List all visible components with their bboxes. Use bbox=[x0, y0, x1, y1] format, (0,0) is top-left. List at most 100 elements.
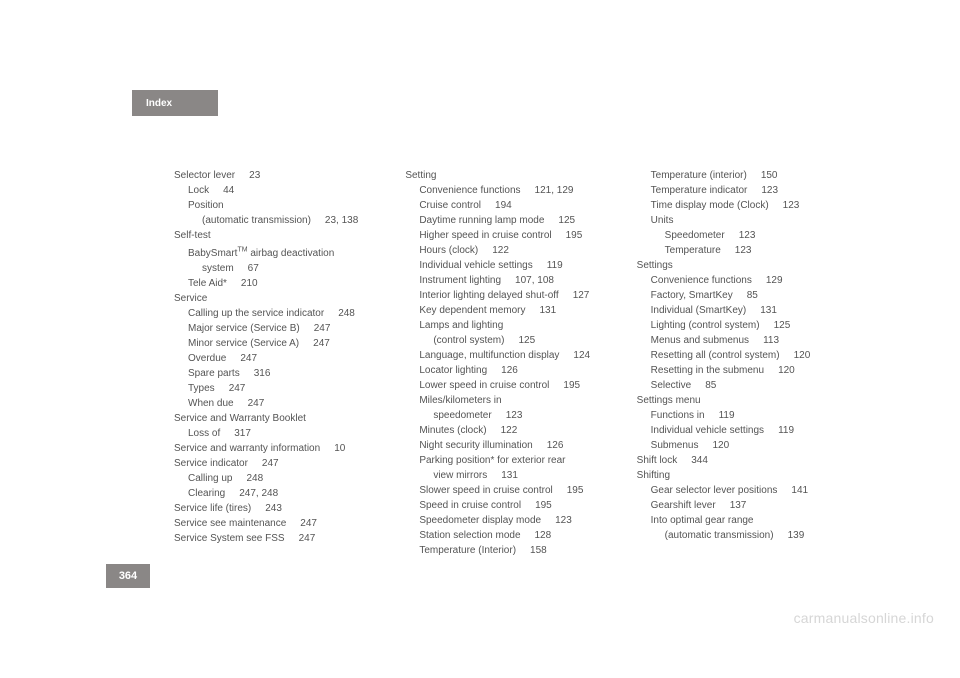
index-term: Minor service (Service A) bbox=[188, 338, 299, 349]
index-term: Calling up the service indicator bbox=[188, 308, 324, 319]
index-entry: Convenience functions121, 129 bbox=[405, 183, 612, 198]
index-page-ref: 119 bbox=[705, 410, 735, 421]
index-term: Shift lock bbox=[637, 455, 678, 466]
index-term: Types bbox=[188, 383, 215, 394]
index-entry: Temperature indicator123 bbox=[637, 183, 844, 198]
index-entry: Instrument lighting107, 108 bbox=[405, 273, 612, 288]
index-page-ref: 344 bbox=[677, 455, 708, 466]
index-entry: Service indicator247 bbox=[174, 456, 381, 471]
index-page-ref: 120 bbox=[780, 350, 811, 361]
index-term: Lower speed in cruise control bbox=[419, 380, 549, 391]
index-page-ref: 195 bbox=[553, 485, 584, 496]
index-page-ref: 123 bbox=[769, 200, 800, 211]
index-term: Selective bbox=[651, 380, 692, 391]
index-term: Gearshift lever bbox=[651, 500, 716, 511]
index-term: (automatic transmission) bbox=[665, 530, 774, 541]
index-term: Loss of bbox=[188, 428, 220, 439]
index-entry: Types247 bbox=[174, 381, 381, 396]
index-term: Minutes (clock) bbox=[419, 425, 486, 436]
index-page-ref: 123 bbox=[492, 410, 523, 421]
index-page-ref: 247 bbox=[226, 353, 257, 364]
index-entry: Temperature123 bbox=[637, 243, 844, 258]
index-entry: Higher speed in cruise control195 bbox=[405, 228, 612, 243]
index-entry: Lower speed in cruise control195 bbox=[405, 378, 612, 393]
index-term: Functions in bbox=[651, 410, 705, 421]
index-entry: Service bbox=[174, 291, 381, 306]
index-entry: When due247 bbox=[174, 396, 381, 411]
index-page-ref: 120 bbox=[698, 440, 729, 451]
index-page-ref: 131 bbox=[526, 305, 557, 316]
index-term: Lighting (control system) bbox=[651, 320, 760, 331]
index-entry: Daytime running lamp mode125 bbox=[405, 213, 612, 228]
index-term: Settings menu bbox=[637, 395, 701, 406]
index-entry: Temperature (interior)150 bbox=[637, 168, 844, 183]
index-page-ref: 128 bbox=[521, 530, 552, 541]
index-entry: Resetting in the submenu120 bbox=[637, 363, 844, 378]
index-page-ref: 67 bbox=[234, 263, 259, 274]
page-number: 364 bbox=[119, 570, 137, 582]
index-term: Language, multifunction display bbox=[419, 350, 559, 361]
index-entry: Selective85 bbox=[637, 378, 844, 393]
index-page-ref: 127 bbox=[559, 290, 590, 301]
index-term: Locator lighting bbox=[419, 365, 487, 376]
index-entry: Night security illumination126 bbox=[405, 438, 612, 453]
index-term: Calling up bbox=[188, 473, 232, 484]
index-page-ref: 125 bbox=[544, 215, 575, 226]
index-page-ref: 248 bbox=[232, 473, 263, 484]
index-entry: Calling up248 bbox=[174, 471, 381, 486]
index-term: Service and Warranty Booklet bbox=[174, 413, 306, 424]
index-term: Service see maintenance bbox=[174, 518, 286, 529]
index-entry: Speedometer123 bbox=[637, 228, 844, 243]
index-term: Individual vehicle settings bbox=[419, 260, 532, 271]
index-entry: Minutes (clock)122 bbox=[405, 423, 612, 438]
index-term: Service life (tires) bbox=[174, 503, 251, 514]
index-page-ref: 247 bbox=[299, 338, 330, 349]
index-term: Factory, SmartKey bbox=[651, 290, 733, 301]
index-entry: Service life (tires)243 bbox=[174, 501, 381, 516]
index-term: Temperature (Interior) bbox=[419, 545, 516, 556]
index-term: Overdue bbox=[188, 353, 226, 364]
index-page-ref: 122 bbox=[487, 425, 518, 436]
index-entry: Language, multifunction display124 bbox=[405, 348, 612, 363]
index-entry: Gearshift lever137 bbox=[637, 498, 844, 513]
index-term: Clearing bbox=[188, 488, 225, 499]
index-entry: Lamps and lighting bbox=[405, 318, 612, 333]
index-entry: Convenience functions129 bbox=[637, 273, 844, 288]
index-term: system bbox=[202, 263, 234, 274]
index-entry: Overdue247 bbox=[174, 351, 381, 366]
index-page-ref: 23, 138 bbox=[311, 215, 358, 226]
index-column-3: Temperature (interior)150Temperature ind… bbox=[637, 168, 844, 558]
index-term: Setting bbox=[405, 170, 436, 181]
index-term: Service bbox=[174, 293, 207, 304]
index-entry: Miles/kilometers in bbox=[405, 393, 612, 408]
index-entry: Lighting (control system)125 bbox=[637, 318, 844, 333]
index-entry: Functions in119 bbox=[637, 408, 844, 423]
index-term: Lamps and lighting bbox=[419, 320, 503, 331]
index-entry: BabySmartTM airbag deactivation bbox=[174, 243, 381, 261]
index-entry: Time display mode (Clock)123 bbox=[637, 198, 844, 213]
index-page-ref: 44 bbox=[209, 185, 234, 196]
index-page-ref: 126 bbox=[487, 365, 518, 376]
index-term: Speed in cruise control bbox=[419, 500, 521, 511]
index-term: Submenus bbox=[651, 440, 699, 451]
index-column-1: Selector lever23Lock44Position(automatic… bbox=[174, 168, 381, 558]
index-page-ref: 131 bbox=[746, 305, 777, 316]
index-page-ref: 123 bbox=[747, 185, 778, 196]
index-term: Shifting bbox=[637, 470, 670, 481]
index-term: Time display mode (Clock) bbox=[651, 200, 769, 211]
index-term: Temperature bbox=[665, 245, 721, 256]
index-page-ref: 247 bbox=[285, 533, 316, 544]
index-page-ref: 195 bbox=[521, 500, 552, 511]
index-entry: speedometer123 bbox=[405, 408, 612, 423]
index-term: Service indicator bbox=[174, 458, 248, 469]
index-page-ref: 247, 248 bbox=[225, 488, 278, 499]
index-term: Major service (Service B) bbox=[188, 323, 300, 334]
index-entry: Lock44 bbox=[174, 183, 381, 198]
index-entry: Station selection mode128 bbox=[405, 528, 612, 543]
index-entry: Calling up the service indicator248 bbox=[174, 306, 381, 321]
index-term: Resetting all (control system) bbox=[651, 350, 780, 361]
index-entry: Position bbox=[174, 198, 381, 213]
index-term: Cruise control bbox=[419, 200, 481, 211]
index-page-ref: 107, 108 bbox=[501, 275, 554, 286]
index-entry: Loss of317 bbox=[174, 426, 381, 441]
